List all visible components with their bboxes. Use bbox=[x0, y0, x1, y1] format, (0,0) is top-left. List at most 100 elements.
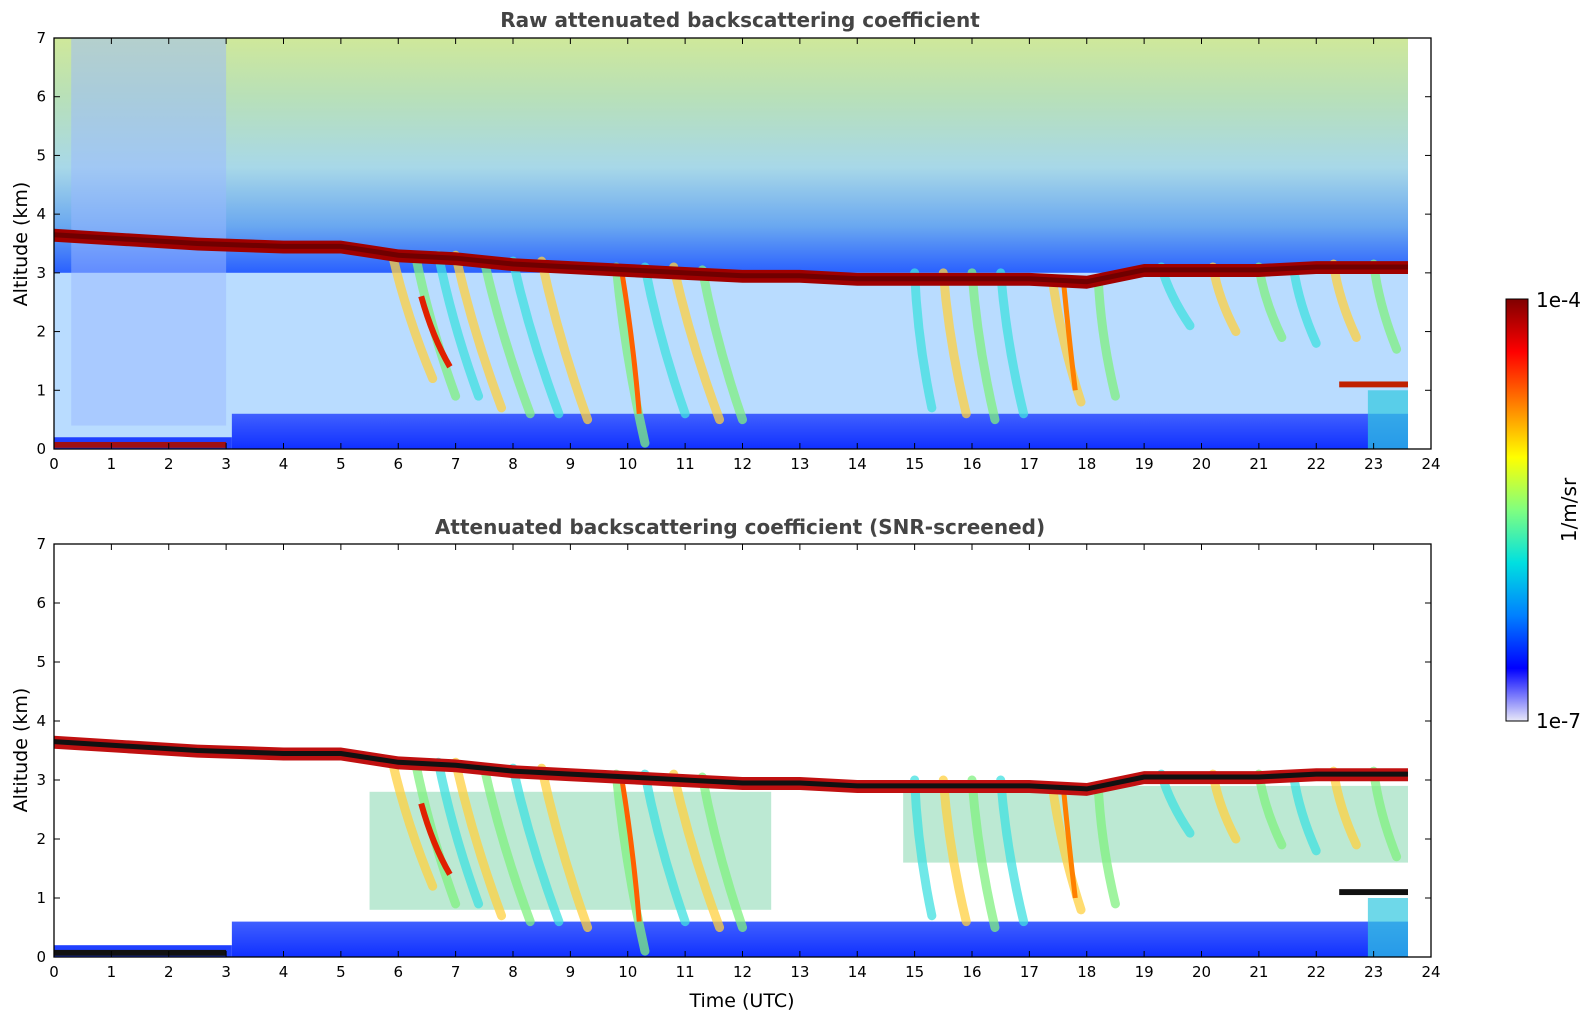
fall-streak bbox=[537, 256, 593, 425]
x-tick-label: 1 bbox=[107, 963, 117, 981]
colorbar-max-label: 1e-4 bbox=[1536, 288, 1581, 312]
x-tick-label: 8 bbox=[508, 455, 518, 473]
x-tick-label: 10 bbox=[618, 963, 637, 981]
strong-fall-streak bbox=[1061, 791, 1078, 899]
y-tick-label: 7 bbox=[36, 535, 46, 553]
x-tick-label: 7 bbox=[451, 963, 461, 981]
x-tick-label: 20 bbox=[1192, 963, 1211, 981]
fall-streak bbox=[433, 757, 484, 909]
y-tick-label: 3 bbox=[36, 264, 46, 282]
y-tick-label: 1 bbox=[36, 889, 46, 907]
x-tick-label: 21 bbox=[1249, 963, 1268, 981]
fall-streak bbox=[388, 757, 438, 891]
x-tick-label: 19 bbox=[1135, 963, 1154, 981]
boundary-layer bbox=[231, 921, 1409, 957]
y-tick-label: 2 bbox=[36, 830, 46, 848]
x-tick-label: 14 bbox=[848, 963, 867, 981]
fall-streak bbox=[388, 250, 438, 384]
low-cloud-precip bbox=[1367, 390, 1409, 449]
x-tick-label: 3 bbox=[221, 455, 231, 473]
fall-streak bbox=[640, 769, 690, 927]
x-tick-label: 4 bbox=[279, 963, 289, 981]
fall-streak bbox=[1093, 781, 1120, 909]
y-tick-label: 1 bbox=[36, 381, 46, 399]
x-tick-label: 0 bbox=[49, 455, 59, 473]
strong-fall-streak bbox=[619, 779, 642, 922]
x-tick-label: 11 bbox=[676, 455, 695, 473]
x-tick-label: 6 bbox=[393, 455, 403, 473]
no-data-region bbox=[1408, 39, 1430, 448]
x-tick-label: 13 bbox=[790, 963, 809, 981]
fall-streak bbox=[996, 775, 1029, 927]
colorbar: 1e-4 1e-7 1/m/sr bbox=[1505, 288, 1581, 733]
x-tick-label: 15 bbox=[905, 963, 924, 981]
strong-fall-streak bbox=[418, 802, 453, 876]
fall-streak bbox=[611, 769, 650, 956]
panel2-heatmap bbox=[53, 545, 1430, 957]
y-tick-label: 5 bbox=[36, 146, 46, 164]
fall-streak bbox=[433, 250, 484, 401]
fall-streak bbox=[910, 775, 937, 921]
fall-streak bbox=[508, 763, 564, 927]
panel1-title: Raw attenuated backscattering coefficien… bbox=[500, 8, 980, 32]
fall-streak bbox=[669, 262, 725, 425]
fall-streak bbox=[938, 268, 971, 419]
x-tick-label: 0 bbox=[49, 963, 59, 981]
panel1-ylabel: Altitude (km) bbox=[10, 182, 32, 307]
panel2-title: Attenuated backscattering coefficient (S… bbox=[435, 515, 1045, 539]
x-tick-label: 5 bbox=[336, 963, 346, 981]
panel1-heatmap bbox=[53, 38, 1430, 449]
x-tick-label: 22 bbox=[1307, 963, 1326, 981]
fall-streak bbox=[611, 262, 650, 448]
fall-streak bbox=[451, 250, 507, 413]
fall-streak bbox=[967, 775, 1000, 932]
fall-streak bbox=[479, 763, 535, 927]
strong-fall-streak bbox=[1061, 284, 1078, 391]
x-tick-label: 15 bbox=[905, 455, 924, 473]
x-tick-label: 7 bbox=[451, 455, 461, 473]
x-tick-label: 24 bbox=[1421, 963, 1440, 981]
x-tick-label: 21 bbox=[1249, 455, 1268, 473]
y-tick-label: 5 bbox=[36, 653, 46, 671]
fall-streak bbox=[537, 763, 593, 932]
fall-streak bbox=[640, 262, 690, 419]
x-tick-label: 22 bbox=[1307, 455, 1326, 473]
fall-streak bbox=[996, 268, 1029, 419]
x-tick-label: 3 bbox=[221, 963, 231, 981]
fall-streak bbox=[910, 268, 937, 413]
fall-streak bbox=[938, 775, 971, 927]
fall-streak bbox=[669, 769, 725, 932]
colorbar-unit-label: 1/m/sr bbox=[1557, 477, 1581, 542]
x-tick-label: 23 bbox=[1364, 963, 1383, 981]
x-tick-label: 18 bbox=[1077, 963, 1096, 981]
y-tick-label: 6 bbox=[36, 88, 46, 106]
x-tick-label: 2 bbox=[164, 963, 174, 981]
x-tick-label: 23 bbox=[1364, 455, 1383, 473]
x-tick-label: 17 bbox=[1020, 455, 1039, 473]
raw-backscatter-panel: Raw attenuated backscattering coefficien… bbox=[10, 8, 1441, 473]
x-tick-label: 1 bbox=[107, 455, 117, 473]
no-data-region bbox=[1408, 545, 1430, 956]
y-tick-label: 7 bbox=[36, 29, 46, 47]
cloud-layer-core bbox=[53, 232, 1409, 285]
screened-cloud-field-2 bbox=[903, 785, 1409, 863]
fall-streak bbox=[508, 256, 564, 419]
surface-return bbox=[54, 949, 227, 956]
surface-return bbox=[54, 441, 227, 448]
x-tick-label: 5 bbox=[336, 455, 346, 473]
x-tick-label: 2 bbox=[164, 455, 174, 473]
strong-fall-streak bbox=[418, 295, 453, 369]
x-tick-label: 20 bbox=[1192, 455, 1211, 473]
snr-screened-panel: Attenuated backscattering coefficient (S… bbox=[10, 515, 1441, 1012]
x-tick-label: 14 bbox=[848, 455, 867, 473]
x-tick-label: 17 bbox=[1020, 963, 1039, 981]
low-cloud-layer bbox=[1339, 889, 1409, 896]
x-tick-label: 4 bbox=[279, 455, 289, 473]
x-tick-label: 8 bbox=[508, 963, 518, 981]
x-tick-label: 12 bbox=[733, 455, 752, 473]
x-tick-label: 9 bbox=[566, 455, 576, 473]
x-tick-label: 13 bbox=[790, 455, 809, 473]
x-tick-label: 11 bbox=[676, 963, 695, 981]
x-tick-label: 9 bbox=[566, 963, 576, 981]
